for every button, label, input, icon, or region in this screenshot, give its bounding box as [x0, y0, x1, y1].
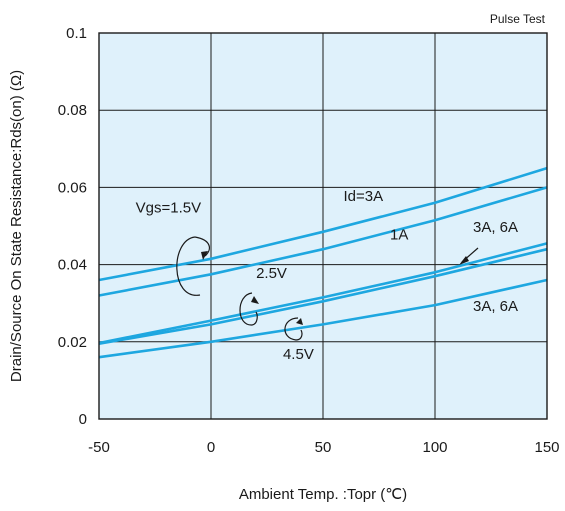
annotation-5: 2.5V [256, 265, 287, 282]
x-tick-label: 50 [315, 439, 332, 456]
series-group [98, 166, 548, 359]
x-tick-label: 100 [422, 439, 447, 456]
series-line-2 [98, 186, 548, 297]
series-line-4 [98, 247, 548, 345]
y-tick-label: 0.1 [66, 25, 87, 42]
plot-border [98, 32, 548, 420]
annotation-4: 3A, 6A [473, 219, 518, 236]
x-axis-label: Ambient Temp. :Topr (℃) [239, 486, 407, 503]
bracket-arrow-vgs [176, 236, 201, 296]
series-line-1 [98, 166, 548, 282]
annotations-group: Vgs=1.5V Id=3A 1A 3A, 6A 2.5V 3A, 6A 4.5V [136, 188, 518, 363]
annotation-1: Vgs=1.5V [136, 200, 201, 217]
annotation-7: 4.5V [283, 346, 314, 363]
corner-note: Pulse Test [490, 12, 546, 26]
y-tick-label: 0.06 [58, 179, 87, 196]
grid [99, 33, 547, 419]
y-tick-label: 0.04 [58, 257, 87, 274]
y-axis-label: Drain/Source On State Resistance:Rds(on)… [8, 70, 25, 382]
y-tick-label: 0.02 [58, 334, 87, 351]
annotation-6: 3A, 6A [473, 298, 518, 315]
bracket-arrow-vgs-tip [194, 236, 210, 257]
marks-group [176, 236, 479, 341]
bracket-arrowhead-vgs [201, 251, 208, 260]
x-tick-label: -50 [88, 439, 110, 456]
annotation-2: Id=3A [343, 188, 383, 205]
bracket-arrow-25v [239, 292, 258, 326]
x-tick-label: 0 [207, 439, 215, 456]
x-tick-label: 150 [534, 439, 559, 456]
bracket-arrowhead-45v [296, 318, 303, 325]
series-line-3 [98, 242, 548, 345]
y-tick-label: 0 [79, 411, 87, 428]
series-line-5 [98, 278, 548, 359]
pointer-arrowhead-3a6a [459, 256, 469, 265]
bracket-arrow-45v [284, 317, 303, 341]
bracket-arrowhead-25v [251, 296, 259, 304]
annotation-3: 1A [390, 227, 408, 244]
y-tick-label: 0.08 [58, 102, 87, 119]
